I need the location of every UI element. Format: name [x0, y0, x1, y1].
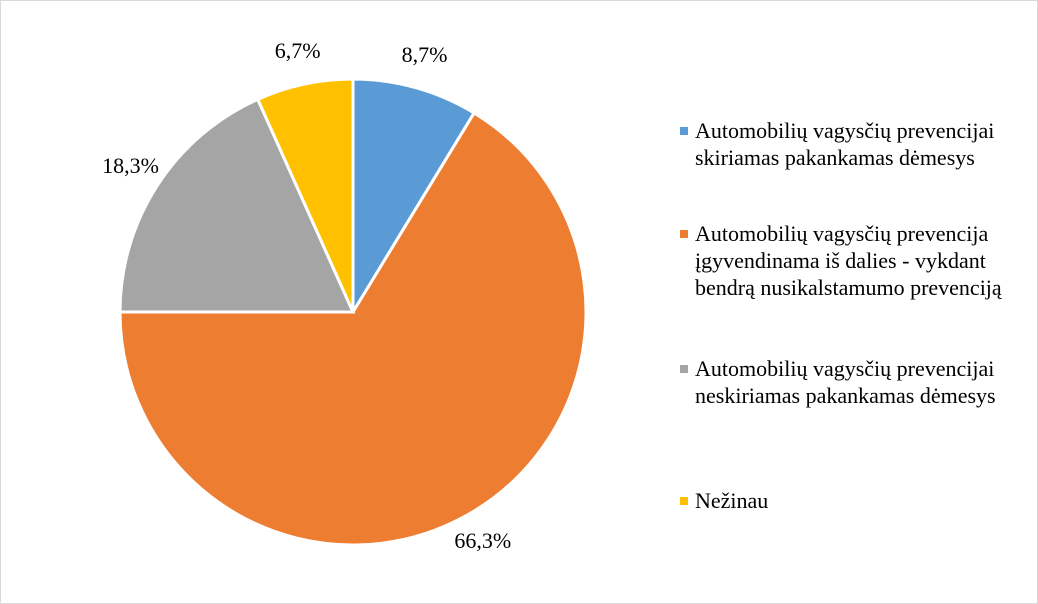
- legend-item: Nežinau: [680, 487, 1020, 514]
- pie-slice: [118, 97, 356, 314]
- data-label: 6,7%: [275, 38, 321, 63]
- legend-label: Automobilių vagysčių prevencijai neskiri…: [695, 356, 996, 408]
- pie-slice: [255, 77, 355, 313]
- legend-swatch: [680, 230, 688, 238]
- legend-label: Nežinau: [695, 488, 769, 513]
- legend-item: Automobilių vagysčių prevencijai skiriam…: [680, 117, 1020, 171]
- legend-label: Automobilių vagysčių prevencija įgyvendi…: [695, 221, 1002, 300]
- pie-slice: [118, 110, 588, 547]
- pie-slice: [351, 77, 477, 318]
- data-label: 8,7%: [402, 42, 448, 67]
- legend-swatch: [680, 127, 688, 135]
- legend-label: Automobilių vagysčių prevencijai skiriam…: [695, 118, 995, 170]
- legend-swatch: [680, 497, 688, 505]
- legend-item: Automobilių vagysčių prevencijai neskiri…: [680, 355, 1020, 409]
- legend-swatch: [680, 365, 688, 373]
- data-label: 66,3%: [454, 528, 511, 553]
- data-label: 18,3%: [102, 153, 159, 178]
- legend-item: Automobilių vagysčių prevencija įgyvendi…: [680, 220, 1020, 301]
